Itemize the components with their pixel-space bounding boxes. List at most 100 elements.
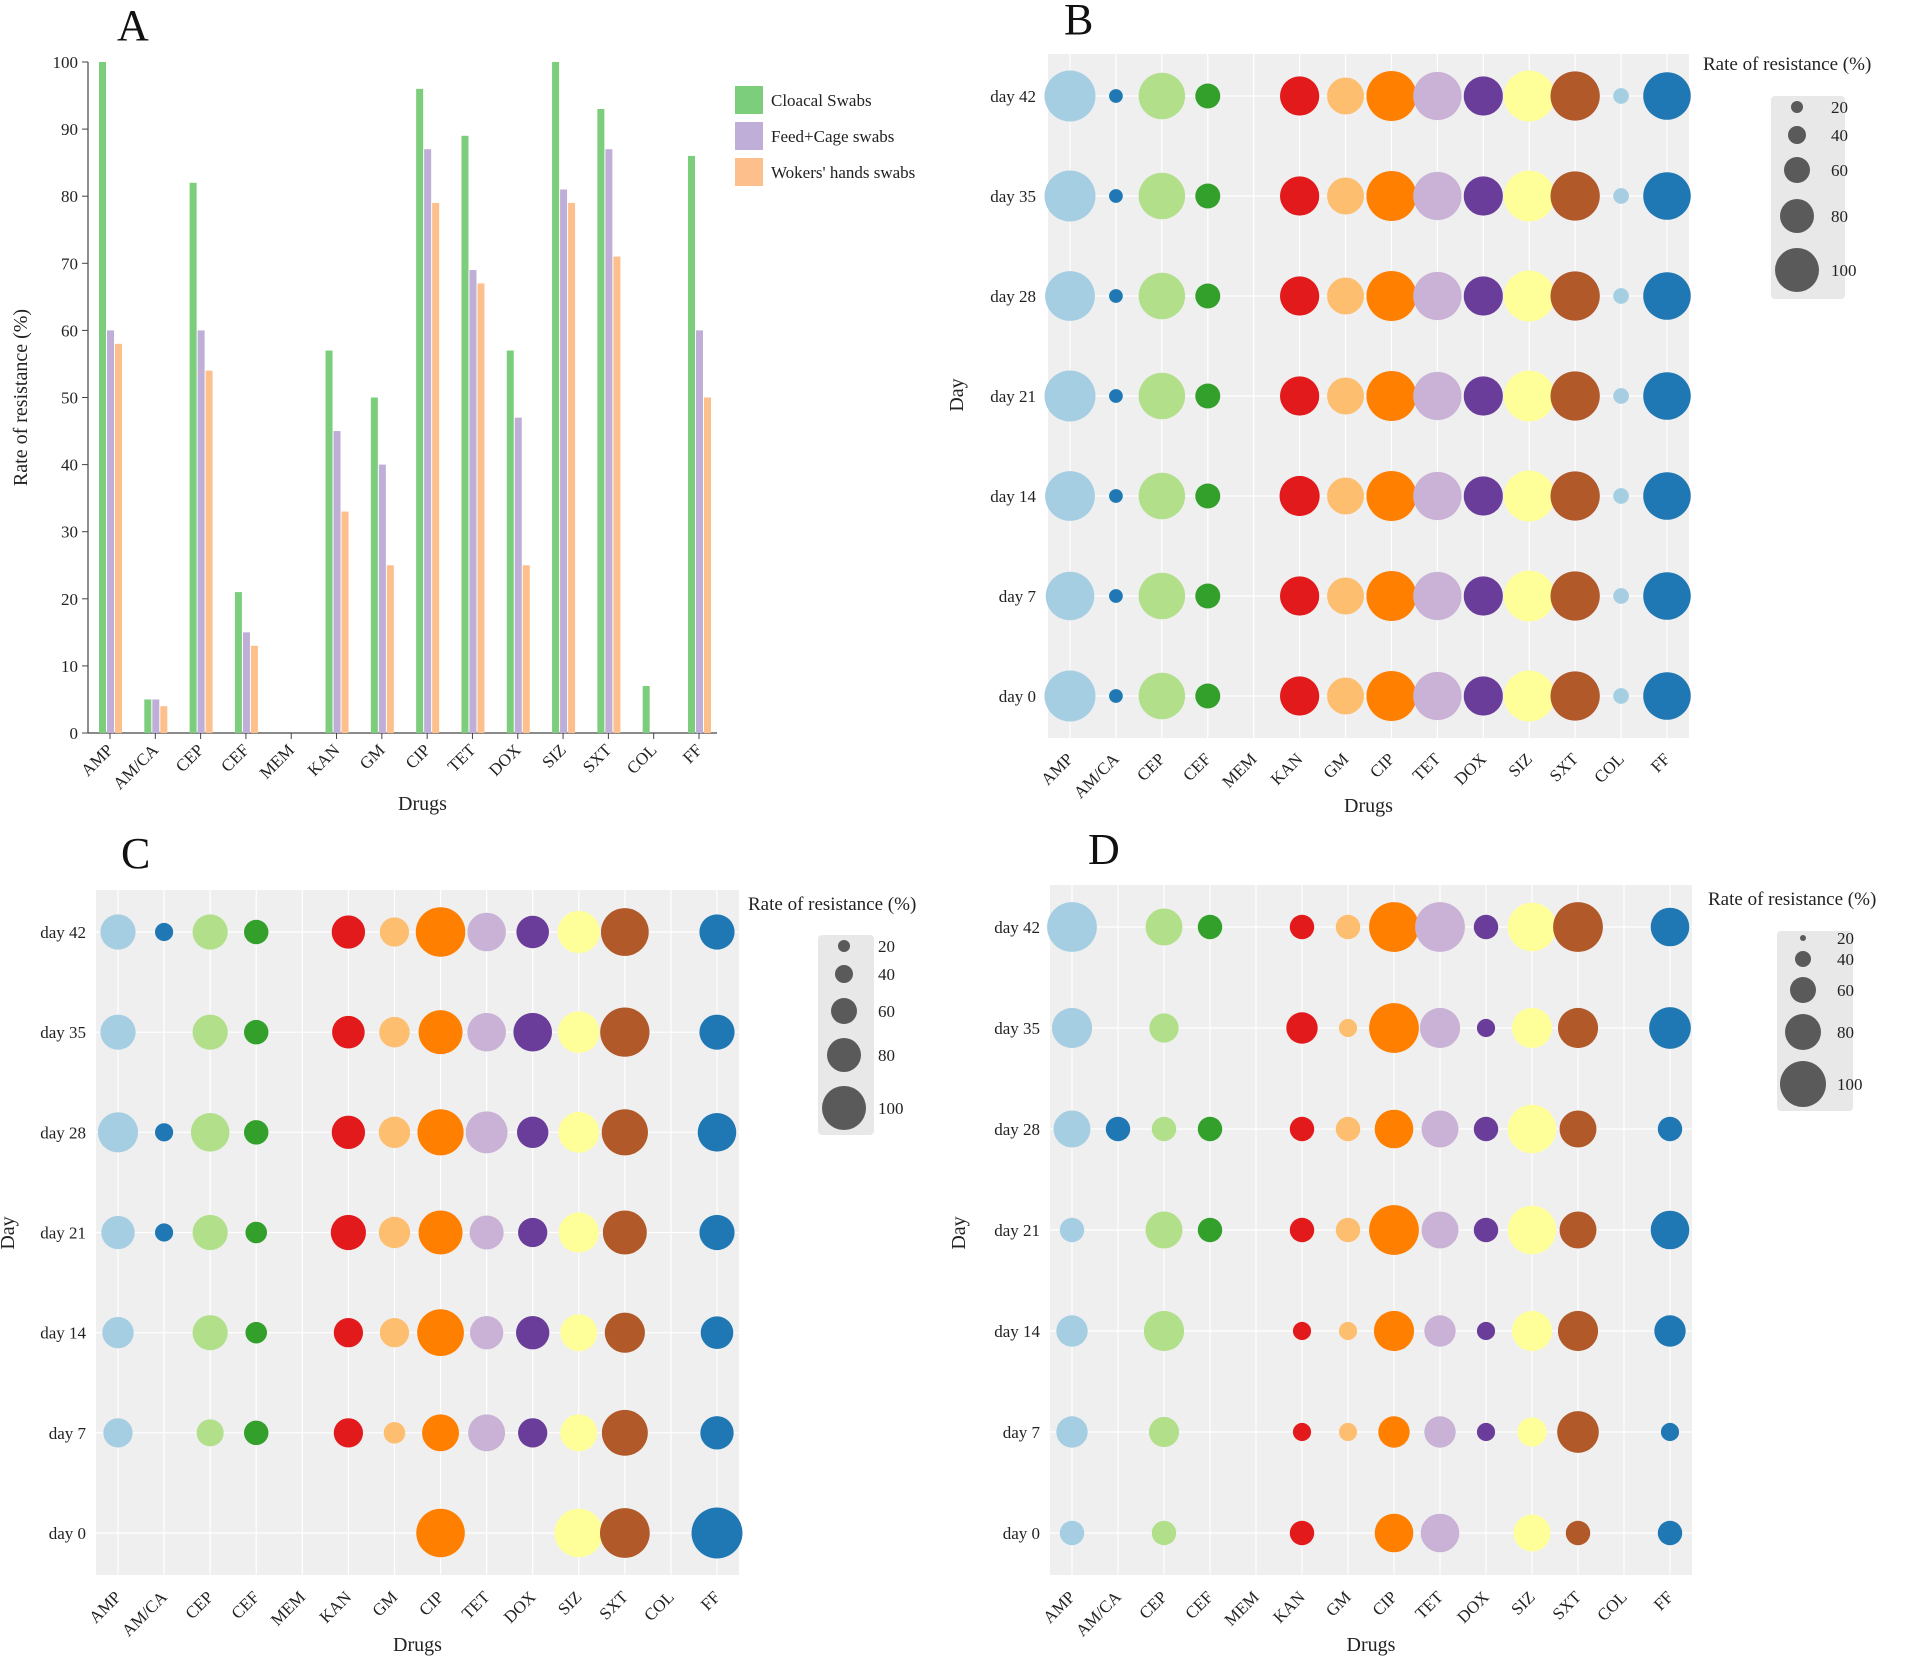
bubble <box>1366 70 1417 122</box>
bubble <box>1279 676 1320 716</box>
bubble <box>465 1111 508 1154</box>
bubble <box>1138 172 1186 220</box>
y-tick-label: day 0 <box>999 687 1036 706</box>
bubble <box>600 908 649 956</box>
bubble <box>699 914 735 950</box>
bubble <box>601 1109 648 1156</box>
bubble <box>1378 1416 1410 1448</box>
bubble <box>1503 370 1555 422</box>
panel-letter-d: D <box>1088 825 1120 874</box>
legend-swatch <box>735 86 763 114</box>
legend-label: Wokers' hands swabs <box>771 163 915 182</box>
x-tick-label: CIP <box>1366 749 1398 781</box>
x-tick-label: CEF <box>228 1587 263 1622</box>
bar <box>552 62 560 733</box>
x-tick-label: KAN <box>316 1587 355 1626</box>
bubble <box>1151 1116 1177 1142</box>
y-tick-label: 0 <box>70 724 79 743</box>
x-tick-label: CEP <box>181 1587 216 1622</box>
bubble <box>154 922 174 942</box>
bubble <box>1044 670 1096 722</box>
y-axis-label: Day <box>946 378 968 411</box>
y-tick-label: day 7 <box>1003 1423 1041 1442</box>
bubble <box>1613 288 1629 304</box>
y-tick-label: day 14 <box>994 1322 1040 1341</box>
x-tick-label: CIP <box>1369 1587 1401 1619</box>
bubble <box>1650 1210 1690 1250</box>
bubble <box>1557 1411 1599 1453</box>
bubble <box>699 1014 735 1050</box>
bubble <box>1476 1321 1496 1341</box>
bubble <box>1279 176 1320 216</box>
size-legend-label: 100 <box>1837 1075 1863 1094</box>
bubble <box>467 912 506 952</box>
bubble <box>243 1019 269 1045</box>
bubble <box>1553 902 1603 952</box>
bubble <box>1149 1013 1179 1043</box>
x-tick-label: MEM <box>1218 749 1260 791</box>
bubble <box>469 1315 504 1350</box>
bubble <box>1463 76 1503 116</box>
x-tick-label: AM/CA <box>1070 749 1123 802</box>
legend-label: Cloacal Swabs <box>771 91 872 110</box>
bubble <box>1279 276 1320 316</box>
size-legend-label: 100 <box>1831 261 1857 280</box>
bubble <box>1109 489 1123 503</box>
size-legend-circle <box>835 965 853 983</box>
bubble <box>418 1210 463 1255</box>
bubble <box>558 1111 600 1153</box>
bubble <box>1195 583 1221 609</box>
bubble <box>1151 1520 1177 1546</box>
y-tick-label: day 28 <box>994 1120 1040 1139</box>
bubble <box>1421 1110 1459 1148</box>
panel-letter-a: A <box>117 1 149 50</box>
y-tick-label: 60 <box>61 321 78 340</box>
size-legend-circle <box>1791 101 1803 113</box>
bubble <box>1289 914 1315 940</box>
bubble <box>1565 1520 1591 1546</box>
bubble <box>1413 671 1462 721</box>
x-tick-label: KAN <box>1269 1587 1308 1626</box>
bubble <box>1338 1422 1358 1442</box>
x-tick-label: SIZ <box>1505 749 1536 780</box>
x-tick-label: COL <box>1593 1587 1630 1624</box>
bubble <box>331 915 366 949</box>
panel-letter-c: C <box>121 829 150 878</box>
bubble <box>1415 902 1465 952</box>
bubble <box>378 1116 411 1149</box>
bubble <box>1051 1007 1093 1049</box>
bubble <box>1327 377 1365 415</box>
y-tick-label: 40 <box>61 456 78 475</box>
y-tick-label: day 7 <box>999 587 1037 606</box>
bubble <box>1047 902 1097 952</box>
bubble <box>1289 1520 1315 1546</box>
x-tick-label: AM/CA <box>118 1587 171 1640</box>
bubble <box>516 1116 549 1149</box>
bubble <box>1413 271 1462 321</box>
size-legend-label: 40 <box>1837 950 1854 969</box>
x-tick-label: TET <box>1409 749 1445 785</box>
x-tick-label: DOX <box>1451 749 1490 788</box>
bubble <box>192 1315 228 1351</box>
bar <box>99 62 106 733</box>
size-legend-circle <box>1788 126 1806 144</box>
bar <box>386 565 394 733</box>
bubble <box>700 1416 734 1450</box>
bubble <box>1643 372 1691 420</box>
y-tick-label: day 42 <box>40 923 86 942</box>
x-tick-label: FF <box>679 740 706 767</box>
bubble <box>1335 1217 1361 1243</box>
x-tick-label: AMP <box>1037 749 1076 788</box>
size-legend-circle <box>838 940 850 952</box>
bar <box>688 155 695 733</box>
bubble <box>416 1508 465 1558</box>
y-tick-label: day 42 <box>994 918 1040 937</box>
bubble <box>1643 72 1691 120</box>
bubble <box>1550 71 1600 121</box>
y-tick-label: 50 <box>61 389 78 408</box>
x-tick-label: MEM <box>1221 1587 1263 1629</box>
bubble <box>1511 1007 1553 1049</box>
x-tick-label: AMP <box>85 1587 124 1626</box>
x-tick-label: FF <box>1650 1587 1677 1614</box>
